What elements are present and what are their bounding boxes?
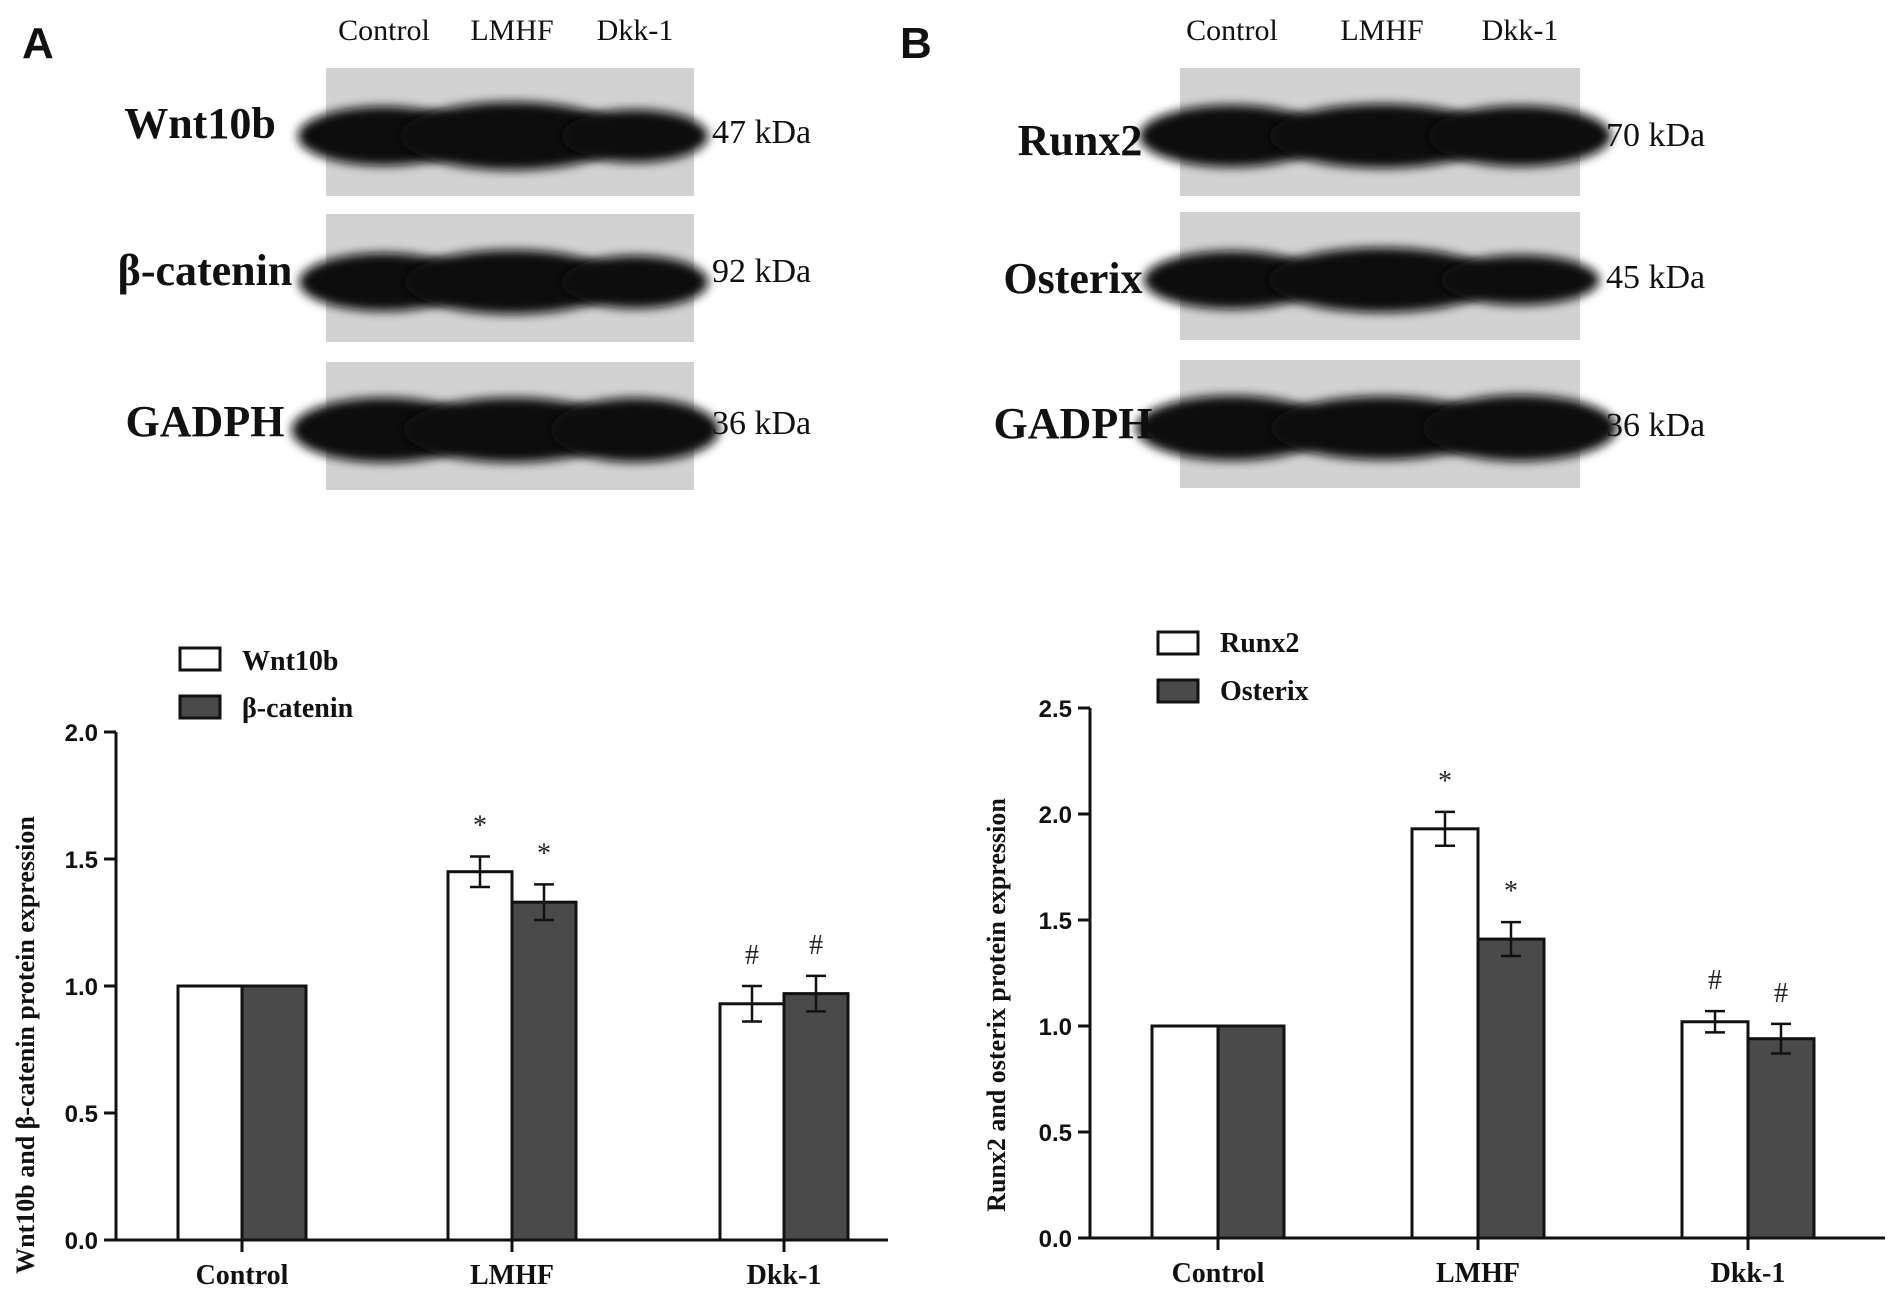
blot-band bbox=[561, 255, 709, 309]
x-tick-label: Dkk-1 bbox=[747, 1260, 822, 1291]
blot-protein-label: Wnt10b bbox=[124, 99, 276, 148]
blot-kda-label: 47 kDa bbox=[712, 114, 811, 151]
lane-label: Dkk-1 bbox=[1482, 14, 1559, 47]
bar bbox=[1150, 1024, 1220, 1240]
significance-mark: * bbox=[537, 838, 551, 869]
bar bbox=[782, 992, 850, 1242]
blot-band bbox=[1139, 105, 1325, 167]
x-tick-label: Dkk-1 bbox=[1711, 1258, 1786, 1289]
legend-label: Osterix bbox=[1220, 676, 1309, 707]
blot-kda-label: 92 kDa bbox=[712, 253, 811, 290]
y-axis-label: Runx2 and osterix protein expression bbox=[982, 798, 1011, 1212]
bar bbox=[1476, 937, 1546, 1240]
x-tick-label: Control bbox=[1172, 1258, 1265, 1289]
legend-label: β-catenin bbox=[242, 693, 354, 724]
significance-mark: # bbox=[1708, 965, 1722, 996]
blot-protein-label: Osterix bbox=[1003, 254, 1142, 303]
panel-b-letter: B bbox=[900, 19, 932, 68]
significance-mark: # bbox=[745, 940, 759, 971]
panel-b-blots: Runx2 Osterix GADPH 70 kDa 45 kDa 36 kDa bbox=[994, 116, 1706, 448]
legend: Wnt10b β-catenin bbox=[178, 646, 354, 724]
y-tick-label: 0.0 bbox=[1039, 1226, 1072, 1253]
blot-protein-label: Runx2 bbox=[1018, 116, 1143, 165]
legend-swatch-wnt10b bbox=[178, 646, 222, 672]
significance-mark: * bbox=[1438, 766, 1452, 797]
legend: Runx2 Osterix bbox=[1156, 628, 1309, 707]
bar bbox=[176, 984, 244, 1242]
blot-band bbox=[1428, 105, 1612, 167]
lane-label: Control bbox=[1186, 14, 1278, 47]
significance-mark: # bbox=[1774, 978, 1788, 1009]
y-tick-label: 2.5 bbox=[1039, 696, 1072, 723]
bar bbox=[510, 900, 578, 1242]
legend-label: Runx2 bbox=[1220, 628, 1299, 659]
chart-b-marks: 0.0 0.5 1.0 1.5 2.0 2.5 Control LMHF * * Dkk-1 # # bbox=[1039, 696, 1885, 1289]
blot-band bbox=[550, 398, 720, 462]
y-tick-label: 2.0 bbox=[65, 720, 98, 747]
blot-kda-label: 70 kDa bbox=[1606, 117, 1705, 154]
y-tick-label: 1.0 bbox=[1039, 1014, 1072, 1041]
bar bbox=[1216, 1024, 1286, 1240]
bar bbox=[446, 870, 514, 1242]
blot-kda-label: 45 kDa bbox=[1606, 259, 1705, 296]
blot-band bbox=[1268, 247, 1496, 313]
legend-label: Wnt10b bbox=[242, 646, 338, 677]
significance-mark: # bbox=[809, 930, 823, 961]
chart-a: Wnt10b and β-catenin protein expression … bbox=[11, 646, 888, 1291]
bar bbox=[240, 984, 308, 1242]
lane-label: Dkk-1 bbox=[597, 14, 674, 47]
blot-protein-label: β-catenin bbox=[118, 246, 293, 295]
legend-swatch-runx2 bbox=[1156, 630, 1200, 656]
blot-protein-label: GADPH bbox=[994, 399, 1153, 448]
legend-swatch-beta-catenin bbox=[178, 694, 222, 720]
blot-band bbox=[561, 109, 709, 163]
lane-label: Control bbox=[338, 14, 430, 47]
y-tick-label: 0.0 bbox=[65, 1228, 98, 1255]
lane-label: LMHF bbox=[1340, 14, 1423, 47]
blot-strips bbox=[291, 68, 1618, 490]
bar bbox=[1746, 1037, 1816, 1240]
y-tick-label: 1.5 bbox=[65, 847, 98, 874]
bar bbox=[1680, 1020, 1750, 1240]
x-tick-label: LMHF bbox=[470, 1260, 554, 1291]
panel-a-letter: A bbox=[22, 19, 54, 68]
x-tick-label: Control bbox=[196, 1260, 289, 1291]
panel-b-lane-labels: Control LMHF Dkk-1 bbox=[1186, 14, 1558, 47]
bar bbox=[1410, 827, 1480, 1240]
legend-swatch-osterix bbox=[1156, 678, 1200, 704]
x-tick-label: LMHF bbox=[1436, 1258, 1520, 1289]
lane-label: LMHF bbox=[470, 14, 553, 47]
blot-band bbox=[399, 102, 625, 170]
y-tick-label: 1.5 bbox=[1039, 908, 1072, 935]
chart-a-marks: 0.0 0.5 1.0 1.5 2.0 Control LMHF * * Dkk-1 # # bbox=[65, 720, 888, 1291]
blot-protein-label: GADPH bbox=[126, 397, 285, 446]
y-tick-label: 0.5 bbox=[1039, 1120, 1072, 1147]
blot-band bbox=[1143, 251, 1321, 309]
panel-a-lane-labels: Control LMHF Dkk-1 bbox=[338, 14, 673, 47]
panel-a-blots: Wnt10b β-catenin GADPH 47 kDa 92 kDa 36 … bbox=[118, 99, 812, 446]
blot-band bbox=[1269, 104, 1495, 168]
bar bbox=[718, 1002, 786, 1242]
blot-band bbox=[404, 250, 620, 314]
blot-band bbox=[1422, 395, 1618, 461]
blot-band bbox=[1136, 395, 1328, 461]
blot-kda-label: 36 kDa bbox=[1606, 407, 1705, 444]
chart-b: Runx2 and osterix protein expression 0.0… bbox=[982, 628, 1885, 1289]
blot-kda-label: 36 kDa bbox=[712, 405, 811, 442]
significance-mark: * bbox=[473, 810, 487, 841]
y-tick-label: 1.0 bbox=[65, 974, 98, 1001]
significance-mark: * bbox=[1504, 876, 1518, 907]
blot-band bbox=[1440, 255, 1600, 305]
y-tick-label: 0.5 bbox=[65, 1101, 98, 1128]
y-axis-label: Wnt10b and β-catenin protein expression bbox=[11, 816, 40, 1274]
y-tick-label: 2.0 bbox=[1039, 802, 1072, 829]
